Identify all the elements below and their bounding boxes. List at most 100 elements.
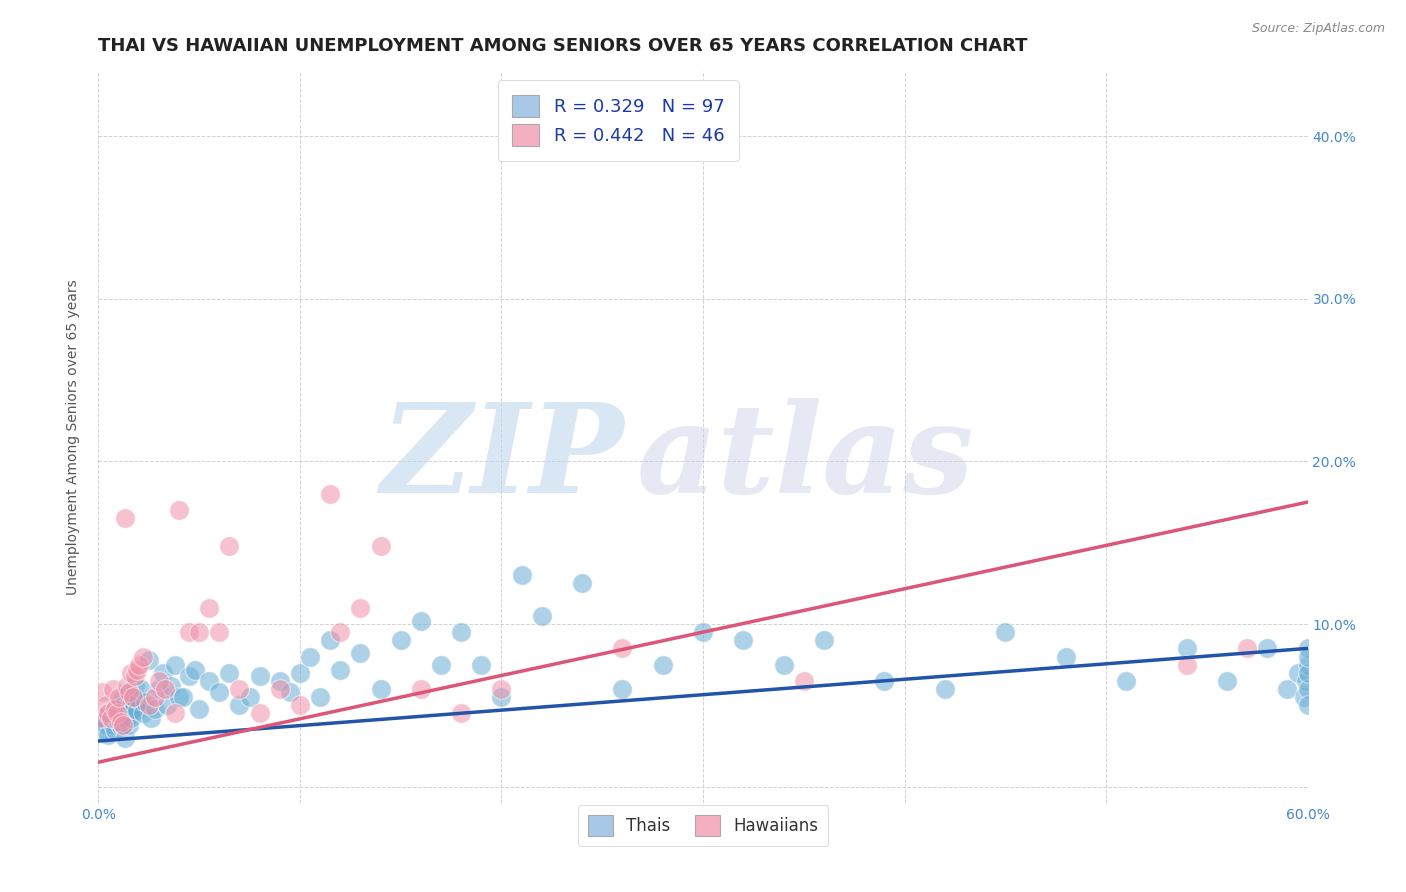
Point — [450, 706, 472, 721]
Point — [115, 685, 138, 699]
Point — [148, 681, 170, 696]
Point — [101, 714, 124, 729]
Point — [143, 701, 166, 715]
Point — [97, 727, 120, 741]
Point — [349, 646, 371, 660]
Point — [612, 641, 634, 656]
Point — [772, 657, 794, 672]
Point — [1175, 641, 1198, 656]
Point — [1296, 657, 1319, 672]
Point — [124, 669, 146, 683]
Point — [692, 625, 714, 640]
Point — [1115, 673, 1137, 688]
Point — [934, 681, 956, 696]
Point — [101, 718, 124, 732]
Point — [1175, 657, 1198, 672]
Point — [107, 716, 129, 731]
Point — [96, 698, 118, 713]
Point — [430, 657, 453, 672]
Point — [269, 681, 291, 696]
Point — [218, 665, 240, 680]
Point — [172, 690, 194, 705]
Point — [288, 698, 311, 713]
Point — [813, 633, 835, 648]
Point — [97, 708, 120, 723]
Point — [107, 690, 129, 705]
Point — [269, 673, 291, 688]
Point — [103, 701, 125, 715]
Text: ZIP: ZIP — [381, 398, 624, 520]
Point — [470, 657, 492, 672]
Point — [139, 711, 162, 725]
Text: atlas: atlas — [637, 398, 974, 520]
Point — [132, 649, 155, 664]
Point — [89, 711, 111, 725]
Point — [1236, 641, 1258, 656]
Point — [1256, 641, 1278, 656]
Point — [198, 600, 221, 615]
Point — [111, 690, 134, 705]
Point — [100, 709, 122, 723]
Point — [163, 706, 186, 721]
Point — [115, 679, 138, 693]
Point — [134, 695, 156, 709]
Point — [228, 681, 250, 696]
Point — [184, 663, 207, 677]
Point — [148, 673, 170, 688]
Point — [118, 685, 141, 699]
Point — [143, 690, 166, 705]
Point — [124, 679, 146, 693]
Point — [100, 711, 122, 725]
Point — [125, 703, 148, 717]
Point — [370, 539, 392, 553]
Point — [349, 600, 371, 615]
Point — [118, 705, 141, 719]
Point — [208, 625, 231, 640]
Point — [249, 706, 271, 721]
Point — [110, 714, 132, 729]
Point — [121, 690, 143, 705]
Point — [179, 669, 201, 683]
Point — [389, 633, 412, 648]
Point — [138, 653, 160, 667]
Point — [1296, 641, 1319, 656]
Point — [1296, 665, 1319, 680]
Point — [120, 698, 142, 713]
Point — [120, 665, 142, 680]
Point — [111, 718, 134, 732]
Point — [733, 633, 755, 648]
Point — [409, 681, 432, 696]
Point — [153, 681, 176, 696]
Point — [450, 625, 472, 640]
Point — [612, 681, 634, 696]
Point — [129, 681, 152, 696]
Point — [208, 685, 231, 699]
Point — [319, 633, 342, 648]
Point — [125, 663, 148, 677]
Point — [128, 693, 150, 707]
Point — [132, 706, 155, 721]
Point — [409, 614, 432, 628]
Point — [249, 669, 271, 683]
Legend: Thais, Hawaiians: Thais, Hawaiians — [578, 805, 828, 846]
Point — [228, 698, 250, 713]
Point — [1277, 681, 1299, 696]
Point — [288, 665, 311, 680]
Point — [1292, 690, 1315, 705]
Point — [114, 731, 136, 745]
Point — [1296, 649, 1319, 664]
Point — [114, 695, 136, 709]
Point — [1216, 673, 1239, 688]
Point — [110, 709, 132, 723]
Point — [530, 608, 553, 623]
Point — [329, 625, 352, 640]
Point — [1296, 681, 1319, 696]
Point — [370, 681, 392, 696]
Point — [91, 685, 114, 699]
Point — [160, 679, 183, 693]
Point — [97, 706, 120, 721]
Point — [198, 673, 221, 688]
Point — [121, 690, 143, 705]
Point — [91, 723, 114, 737]
Point — [103, 723, 125, 737]
